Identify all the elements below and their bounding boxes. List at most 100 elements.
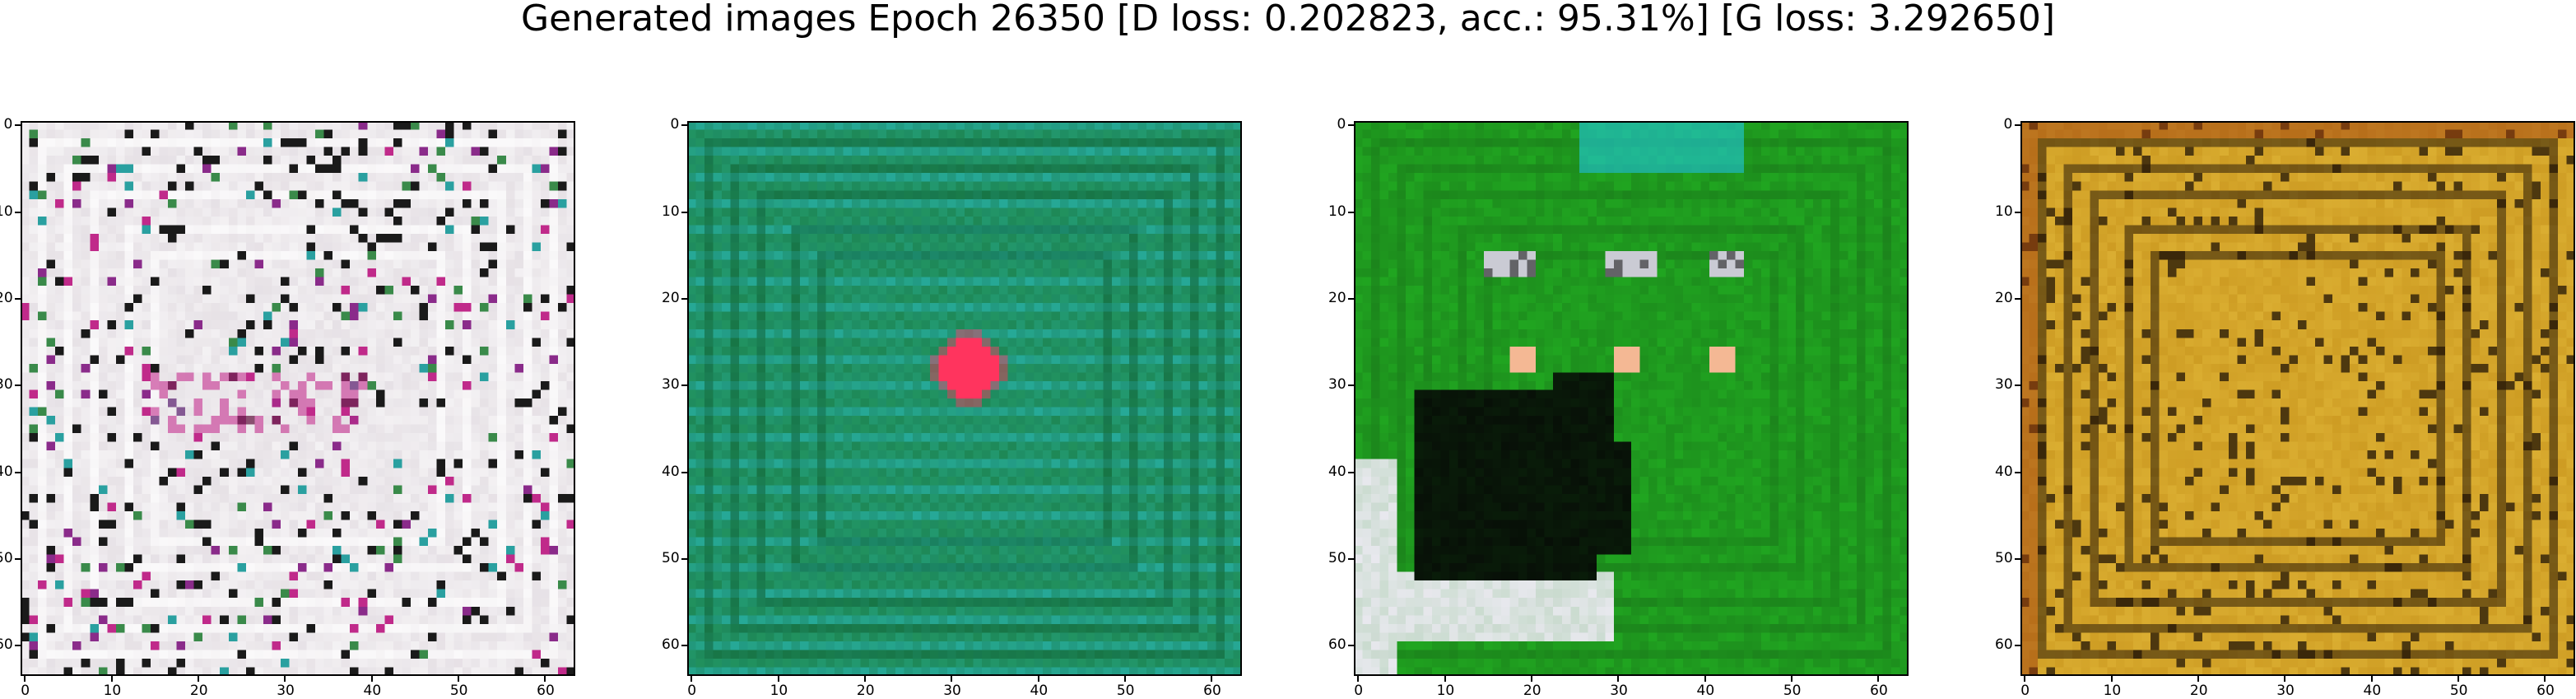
y-tick-label: 60 (0, 638, 13, 652)
y-tick-label: 30 (1328, 378, 1346, 392)
x-tick (371, 676, 373, 682)
y-tick (681, 124, 687, 126)
y-tick-label: 30 (662, 378, 680, 392)
x-tick (1704, 676, 1706, 682)
y-tick (15, 298, 21, 300)
y-tick-label: 20 (1328, 291, 1346, 305)
y-tick (2015, 298, 2020, 300)
y-tick-label: 10 (662, 205, 680, 219)
x-tick-label: 40 (2364, 684, 2382, 698)
y-tick (15, 645, 21, 646)
x-tick (2284, 676, 2285, 682)
y-tick (1348, 558, 1354, 560)
axes-frame (1354, 121, 1909, 676)
y-tick-label: 20 (0, 291, 13, 305)
y-tick-label: 10 (1995, 205, 2013, 219)
x-tick (544, 676, 546, 682)
y-tick-label: 10 (1328, 205, 1346, 219)
x-tick-label: 30 (277, 684, 295, 698)
y-tick (15, 384, 21, 386)
x-tick (778, 676, 779, 682)
y-tick (15, 472, 21, 473)
x-tick-label: 30 (2276, 684, 2295, 698)
y-tick-label: 60 (662, 638, 680, 652)
x-tick (284, 676, 286, 682)
x-tick (864, 676, 866, 682)
y-tick (2015, 645, 2020, 646)
x-tick-label: 20 (1523, 684, 1541, 698)
y-tick (2015, 212, 2020, 213)
subplot-1 (21, 121, 575, 676)
y-tick-label: 50 (1995, 552, 2013, 566)
x-tick (690, 676, 692, 682)
axes-frame (687, 121, 1242, 676)
x-tick-label: 50 (2450, 684, 2468, 698)
y-tick-label: 0 (671, 118, 680, 132)
x-tick-label: 10 (104, 684, 122, 698)
x-tick-label: 20 (190, 684, 208, 698)
y-tick (681, 212, 687, 213)
x-tick (1531, 676, 1532, 682)
y-tick (681, 298, 687, 300)
y-tick-label: 30 (0, 378, 13, 392)
x-tick (2457, 676, 2459, 682)
x-tick-label: 10 (2104, 684, 2122, 698)
y-tick (2015, 124, 2020, 126)
x-tick-label: 40 (364, 684, 382, 698)
x-tick (1211, 676, 1212, 682)
y-tick (1348, 645, 1354, 646)
x-tick (458, 676, 459, 682)
x-tick (951, 676, 952, 682)
x-tick-label: 0 (21, 684, 30, 698)
x-tick-label: 0 (1354, 684, 1363, 698)
x-tick (2371, 676, 2373, 682)
x-tick (1038, 676, 1039, 682)
x-tick-label: 50 (1117, 684, 1135, 698)
x-tick-label: 60 (537, 684, 555, 698)
y-tick-label: 0 (1337, 118, 1346, 132)
x-tick-label: 30 (1610, 684, 1628, 698)
x-tick (2197, 676, 2199, 682)
y-tick-label: 30 (1995, 378, 2013, 392)
x-tick (2024, 676, 2025, 682)
x-tick-label: 60 (1870, 684, 1888, 698)
x-tick-label: 20 (2190, 684, 2208, 698)
x-tick-label: 10 (770, 684, 788, 698)
x-tick (2544, 676, 2546, 682)
y-tick (2015, 472, 2020, 473)
y-tick (15, 124, 21, 126)
x-tick (1124, 676, 1126, 682)
x-tick (1357, 676, 1359, 682)
x-tick-label: 20 (857, 684, 875, 698)
axes-frame (21, 121, 575, 676)
y-tick-label: 40 (1328, 465, 1346, 479)
x-tick (198, 676, 199, 682)
y-tick-label: 0 (4, 118, 13, 132)
y-tick-label: 0 (2004, 118, 2013, 132)
x-tick-label: 50 (450, 684, 468, 698)
y-tick (1348, 212, 1354, 213)
y-tick (2015, 384, 2020, 386)
y-tick-label: 40 (662, 465, 680, 479)
y-tick-label: 60 (1995, 638, 2013, 652)
y-tick-label: 50 (0, 552, 13, 566)
y-tick (1348, 124, 1354, 126)
y-tick (681, 384, 687, 386)
figure-suptitle: Generated images Epoch 26350 [D loss: 0.… (0, 0, 2576, 38)
y-tick-label: 40 (0, 465, 13, 479)
subplot-4 (2020, 121, 2575, 676)
x-tick (24, 676, 26, 682)
y-tick (1348, 298, 1354, 300)
axes-frame (2020, 121, 2575, 676)
y-tick (15, 558, 21, 560)
y-tick (1348, 472, 1354, 473)
x-tick-label: 50 (1783, 684, 1802, 698)
x-tick (1791, 676, 1793, 682)
subplot-3 (1354, 121, 1909, 676)
subplot-2 (687, 121, 1242, 676)
x-tick (1617, 676, 1619, 682)
y-tick-label: 20 (1995, 291, 2013, 305)
y-tick-label: 50 (662, 552, 680, 566)
x-tick-label: 60 (1203, 684, 1221, 698)
x-tick (1877, 676, 1879, 682)
